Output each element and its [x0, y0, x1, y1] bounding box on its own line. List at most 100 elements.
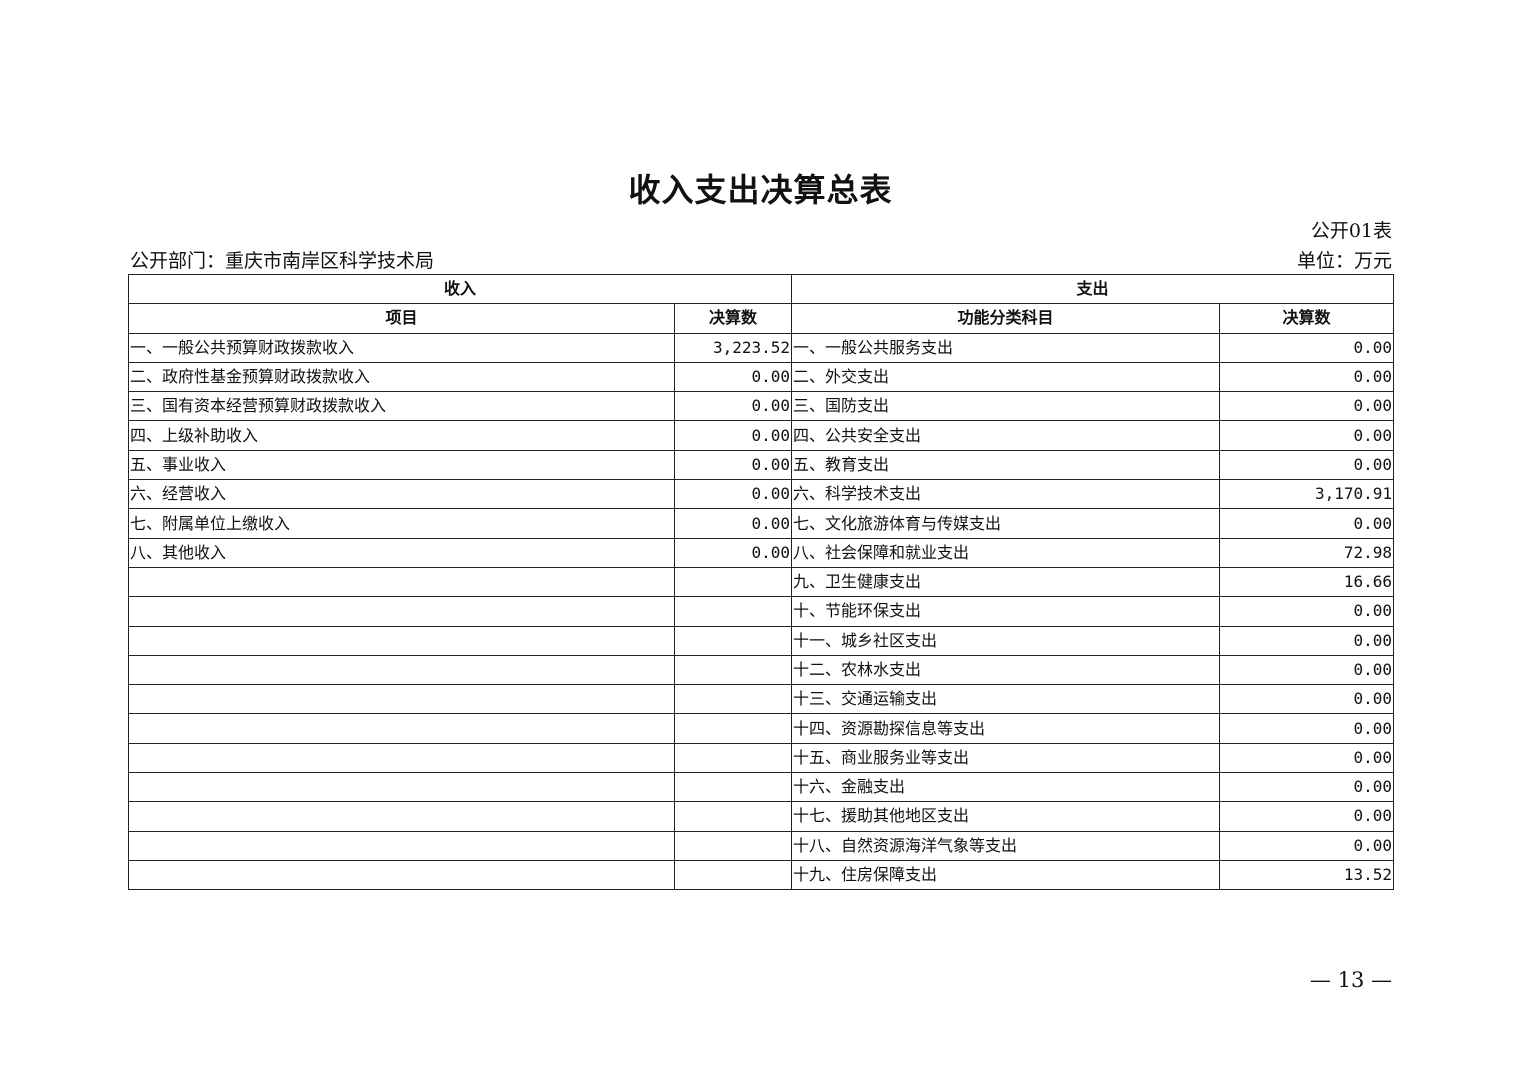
expense-amount-cell: 0.00: [1219, 508, 1395, 539]
expense-item-cell: 十八、自然资源海洋气象等支出: [791, 830, 1221, 861]
page-number: — 13 —: [1309, 968, 1392, 992]
table-row: 五、事业收入 0.00 五、教育支出 0.00: [128, 449, 1395, 481]
expense-item-cell: 十二、农林水支出: [791, 654, 1221, 686]
expense-amount-cell: 0.00: [1219, 596, 1395, 627]
income-item-cell: 五、事业收入: [128, 449, 675, 481]
expense-amount-cell: 0.00: [1219, 332, 1395, 363]
income-amount-cell: [673, 625, 793, 656]
income-item-cell: [128, 625, 675, 656]
income-expense-table: 收入 支出 项目 决算数 功能分类科目 决算数 一、一般公共预算财政拨款收入 3,…: [127, 273, 1395, 891]
income-item-cell: [128, 801, 675, 832]
income-item-cell: [128, 566, 675, 598]
expense-amount-cell: 3,170.91: [1219, 479, 1395, 510]
item-header: 项目: [128, 303, 675, 334]
expense-item-cell: 十四、资源勘探信息等支出: [791, 713, 1221, 744]
expense-amount-cell: 0.00: [1219, 772, 1395, 803]
income-amount-cell: [673, 596, 793, 627]
expense-item-cell: 十三、交通运输支出: [791, 684, 1221, 715]
expense-item-cell: 二、外交支出: [791, 361, 1221, 393]
column-header-row: 项目 决算数 功能分类科目 决算数: [128, 303, 1395, 334]
income-amount-header: 决算数: [673, 303, 793, 334]
table-row: 十九、住房保障支出 13.52: [128, 859, 1395, 891]
income-amount-cell: 3,223.52: [673, 332, 793, 363]
table-row: 三、国有资本经营预算财政拨款收入 0.00 三、国防支出 0.00: [128, 391, 1395, 422]
expense-item-cell: 一、一般公共服务支出: [791, 332, 1221, 363]
table-row: 七、附属单位上缴收入 0.00 七、文化旅游体育与传媒支出 0.00: [128, 508, 1395, 539]
table-row: 十三、交通运输支出 0.00: [128, 684, 1395, 715]
expense-amount-cell: 72.98: [1219, 537, 1395, 568]
income-item-cell: 六、经营收入: [128, 479, 675, 510]
expense-item-cell: 四、公共安全支出: [791, 420, 1221, 451]
income-item-cell: 二、政府性基金预算财政拨款收入: [128, 361, 675, 393]
income-amount-cell: [673, 684, 793, 715]
table-row: 二、政府性基金预算财政拨款收入 0.00 二、外交支出 0.00: [128, 361, 1395, 393]
expense-item-cell: 十七、援助其他地区支出: [791, 801, 1221, 832]
page-title: 收入支出决算总表: [628, 171, 893, 209]
expense-amount-cell: 0.00: [1219, 361, 1395, 393]
income-amount-cell: 0.00: [673, 479, 793, 510]
income-amount-cell: 0.00: [673, 508, 793, 539]
income-item-cell: 四、上级补助收入: [128, 420, 675, 451]
income-item-cell: [128, 830, 675, 861]
expense-amount-cell: 0.00: [1219, 801, 1395, 832]
table-row: 十四、资源勘探信息等支出 0.00: [128, 713, 1395, 744]
expense-item-cell: 十五、商业服务业等支出: [791, 742, 1221, 774]
table-row: 八、其他收入 0.00 八、社会保障和就业支出 72.98: [128, 537, 1395, 568]
table-row: 十二、农林水支出 0.00: [128, 654, 1395, 686]
table-row: 十八、自然资源海洋气象等支出 0.00: [128, 830, 1395, 861]
expense-item-cell: 十九、住房保障支出: [791, 859, 1221, 891]
expense-item-cell: 五、教育支出: [791, 449, 1221, 481]
expense-amount-cell: 16.66: [1219, 566, 1395, 598]
expense-amount-cell: 0.00: [1219, 742, 1395, 774]
expense-item-cell: 七、文化旅游体育与传媒支出: [791, 508, 1221, 539]
table-number: 公开01表: [1310, 220, 1392, 242]
table-row: 十一、城乡社区支出 0.00: [128, 625, 1395, 656]
table-row: 九、卫生健康支出 16.66: [128, 566, 1395, 598]
income-amount-cell: [673, 830, 793, 861]
income-header: 收入: [127, 273, 793, 305]
expense-item-cell: 十一、城乡社区支出: [791, 625, 1221, 656]
income-item-cell: 三、国有资本经营预算财政拨款收入: [128, 391, 675, 422]
income-amount-cell: 0.00: [673, 391, 793, 422]
income-item-cell: [128, 772, 675, 803]
expense-amount-cell: 0.00: [1219, 625, 1395, 656]
expense-amount-cell: 0.00: [1219, 391, 1395, 422]
income-item-cell: 一、一般公共预算财政拨款收入: [128, 332, 675, 363]
income-item-cell: [128, 596, 675, 627]
income-amount-cell: [673, 654, 793, 686]
income-amount-cell: 0.00: [673, 420, 793, 451]
table-row: 十、节能环保支出 0.00: [128, 596, 1395, 627]
table-row: 十六、金融支出 0.00: [128, 772, 1395, 803]
table-row: 一、一般公共预算财政拨款收入 3,223.52 一、一般公共服务支出 0.00: [128, 332, 1395, 363]
income-item-cell: [128, 654, 675, 686]
expense-amount-cell: 0.00: [1219, 713, 1395, 744]
group-header-row: 收入 支出: [127, 273, 1395, 305]
expense-amount-cell: 0.00: [1219, 420, 1395, 451]
expense-amount-cell: 0.00: [1219, 830, 1395, 861]
income-item-cell: 七、附属单位上缴收入: [128, 508, 675, 539]
expense-amount-cell: 13.52: [1219, 859, 1395, 891]
income-amount-cell: [673, 713, 793, 744]
income-amount-cell: [673, 742, 793, 774]
income-item-cell: [128, 859, 675, 891]
expense-amount-header: 决算数: [1219, 303, 1395, 334]
table-row: 十五、商业服务业等支出 0.00: [128, 742, 1395, 774]
expense-amount-cell: 0.00: [1219, 449, 1395, 481]
income-item-cell: [128, 742, 675, 774]
income-amount-cell: 0.00: [673, 537, 793, 568]
expense-item-cell: 六、科学技术支出: [791, 479, 1221, 510]
income-amount-cell: [673, 859, 793, 891]
table-row: 六、经营收入 0.00 六、科学技术支出 3,170.91: [128, 479, 1395, 510]
expense-item-cell: 九、卫生健康支出: [791, 566, 1221, 598]
expense-amount-cell: 0.00: [1219, 684, 1395, 715]
income-amount-cell: 0.00: [673, 449, 793, 481]
income-amount-cell: [673, 772, 793, 803]
income-item-cell: [128, 684, 675, 715]
function-category-header: 功能分类科目: [791, 303, 1221, 334]
income-amount-cell: [673, 566, 793, 598]
expense-item-cell: 八、社会保障和就业支出: [791, 537, 1221, 568]
table-row: 十七、援助其他地区支出 0.00: [128, 801, 1395, 832]
expense-item-cell: 十、节能环保支出: [791, 596, 1221, 627]
department: 公开部门：重庆市南岸区科学技术局: [130, 250, 435, 272]
expense-amount-cell: 0.00: [1219, 654, 1395, 686]
